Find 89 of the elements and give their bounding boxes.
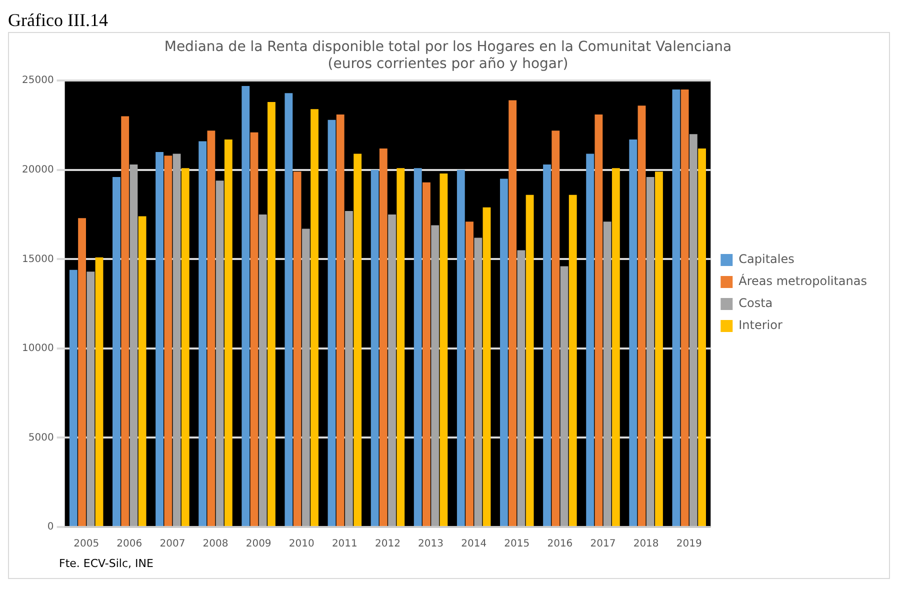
y-tick-label: 25000 bbox=[22, 75, 54, 86]
bar bbox=[543, 164, 551, 526]
bar bbox=[310, 109, 318, 526]
x-tick-label: 2018 bbox=[633, 538, 659, 550]
x-tick-label: 2005 bbox=[74, 538, 100, 550]
bar bbox=[78, 218, 86, 526]
bar bbox=[414, 168, 422, 526]
bar bbox=[242, 86, 250, 526]
bar bbox=[629, 140, 638, 526]
bar bbox=[156, 152, 164, 526]
bar bbox=[560, 266, 568, 526]
bar bbox=[698, 148, 706, 526]
legend-label: Costa bbox=[738, 296, 773, 310]
bar bbox=[594, 114, 603, 526]
x-tick-label: 2008 bbox=[202, 538, 228, 550]
bar bbox=[500, 178, 508, 526]
bar bbox=[680, 90, 689, 526]
bar bbox=[482, 207, 491, 526]
bar bbox=[466, 222, 474, 526]
bar bbox=[603, 222, 612, 526]
legend-label: Capitales bbox=[738, 252, 794, 266]
y-tick-label: 20000 bbox=[22, 164, 54, 176]
bar bbox=[638, 106, 646, 526]
bar bbox=[379, 148, 388, 526]
bar bbox=[328, 120, 336, 526]
x-tick-label: 2006 bbox=[116, 538, 142, 550]
text: (euros corrientes por año y hogar) bbox=[328, 56, 568, 72]
bar bbox=[345, 210, 353, 526]
bar bbox=[552, 130, 560, 526]
x-tick-label: 2010 bbox=[288, 538, 314, 550]
bar bbox=[526, 194, 534, 526]
bar bbox=[612, 168, 620, 526]
bar bbox=[69, 270, 78, 526]
bar bbox=[302, 228, 310, 526]
bar bbox=[112, 177, 120, 526]
bar bbox=[164, 156, 172, 526]
y-tick-label: 10000 bbox=[22, 343, 54, 354]
bar bbox=[655, 172, 663, 526]
bar bbox=[336, 114, 344, 526]
bar bbox=[181, 168, 190, 526]
bar bbox=[258, 214, 267, 526]
bar bbox=[388, 214, 396, 526]
x-tick-label: 2014 bbox=[461, 538, 487, 550]
bar bbox=[224, 140, 232, 526]
x-tick-label: 2015 bbox=[504, 538, 530, 550]
bar bbox=[216, 180, 224, 526]
bar bbox=[250, 132, 258, 526]
bar bbox=[474, 238, 482, 526]
bar bbox=[370, 170, 379, 526]
bar bbox=[172, 154, 181, 526]
bar bbox=[293, 172, 302, 526]
bar bbox=[354, 154, 362, 526]
bar bbox=[396, 168, 405, 526]
y-tick-label: 0 bbox=[47, 522, 54, 533]
bar bbox=[689, 134, 698, 526]
bar bbox=[95, 257, 104, 526]
x-tick-label: 2007 bbox=[160, 538, 186, 550]
bar bbox=[198, 141, 207, 526]
bar bbox=[86, 272, 95, 526]
legend-label: Interior bbox=[738, 318, 782, 332]
bar bbox=[646, 177, 654, 526]
text: Mediana de la Renta disponible total por los Hogares en la Comunitat Valenciana bbox=[164, 39, 732, 56]
x-tick-label: 2012 bbox=[374, 538, 400, 550]
bar bbox=[672, 90, 680, 526]
x-tick-label: 2017 bbox=[590, 538, 616, 550]
bar bbox=[422, 182, 430, 526]
text: Fte. ECV-Silc, INE bbox=[58, 556, 154, 572]
bar bbox=[508, 100, 517, 526]
bar bbox=[440, 173, 448, 526]
x-tick-label: 2019 bbox=[676, 538, 702, 550]
bar bbox=[268, 102, 276, 526]
x-tick-label: 2011 bbox=[332, 538, 358, 550]
y-tick-label: 15000 bbox=[22, 254, 54, 265]
bar bbox=[568, 194, 577, 526]
bar bbox=[431, 225, 440, 526]
legend-label: Áreas metropolitanas bbox=[738, 273, 868, 288]
bar bbox=[130, 164, 138, 526]
y-tick-label: 5000 bbox=[28, 432, 54, 444]
bar bbox=[207, 130, 216, 526]
bar bbox=[456, 170, 465, 526]
x-tick-label: 2009 bbox=[246, 538, 272, 550]
bar bbox=[284, 93, 293, 526]
bar bbox=[517, 250, 526, 526]
bar bbox=[586, 154, 594, 526]
text: Gráfico III.14 bbox=[8, 9, 109, 32]
bar bbox=[121, 116, 130, 526]
x-tick-label: 2016 bbox=[547, 538, 573, 550]
bar bbox=[138, 216, 146, 526]
x-tick-label: 2013 bbox=[418, 538, 444, 550]
